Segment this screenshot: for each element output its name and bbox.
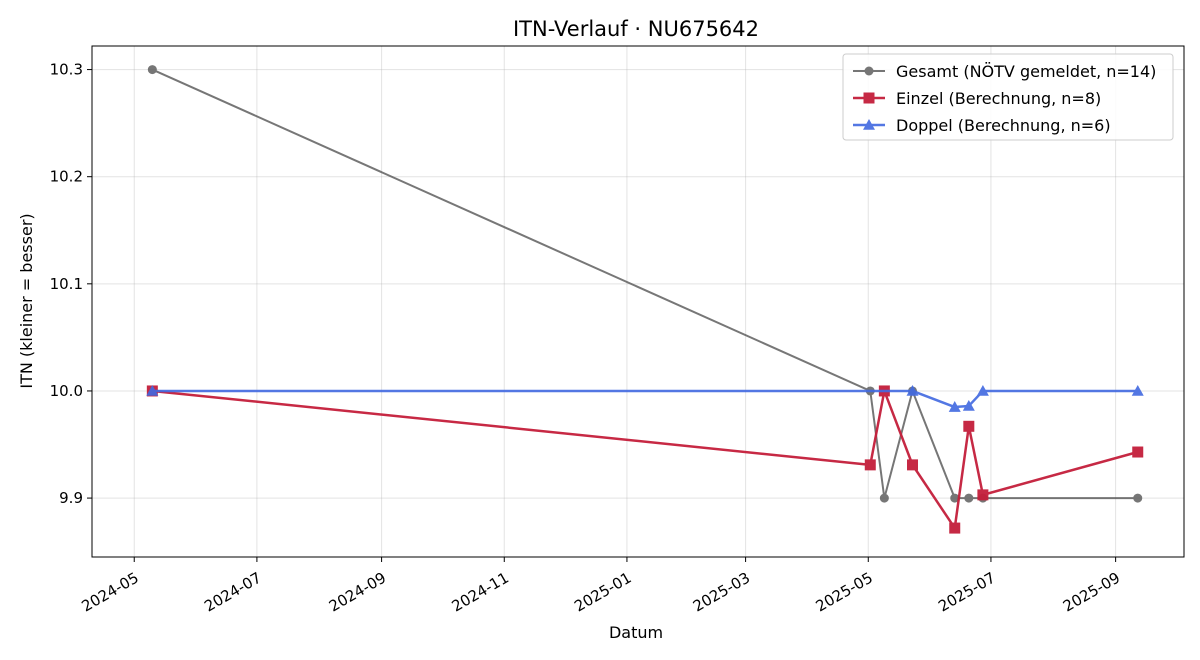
plot-frame — [91, 45, 1185, 558]
legend-label: Doppel (Berechnung, n=6) — [896, 116, 1111, 135]
y-tick-label: 10.2 — [50, 168, 83, 186]
chart-title: ITN-Verlauf · NU675642 — [513, 17, 759, 41]
data-point — [1131, 384, 1144, 396]
data-point — [977, 489, 989, 501]
x-tick-label: 2025-03 — [690, 569, 753, 616]
series-1 — [146, 385, 1144, 534]
x-tick-label: 2024-11 — [449, 569, 512, 616]
legend-marker — [863, 119, 875, 130]
legend-marker — [864, 66, 874, 76]
legend-label: Gesamt (NÖTV gemeldet, n=14) — [896, 62, 1156, 81]
data-point — [948, 401, 961, 412]
x-axis: 2024-05 2024-07 2024-09 2024-11 2025-01 2025-… — [79, 557, 1123, 616]
data-point — [146, 384, 159, 396]
x-tick-label: 2025-01 — [571, 569, 634, 616]
y-tick-label: 9.9 — [59, 489, 83, 507]
legend-label: Einzel (Berechnung, n=8) — [896, 89, 1101, 108]
data-point — [907, 459, 919, 471]
data-point — [879, 493, 889, 503]
legend-box — [842, 53, 1174, 141]
series-line — [152, 389, 1138, 409]
data-point — [1133, 493, 1143, 503]
legend-item — [853, 92, 885, 104]
x-tick-label: 2025-05 — [813, 569, 876, 616]
data-point — [976, 384, 989, 396]
data-point — [147, 65, 157, 75]
legend-item — [853, 66, 885, 76]
data-point — [950, 493, 960, 503]
series-line — [152, 389, 1139, 530]
x-tick-label: 2024-09 — [326, 569, 389, 616]
y-axis: 9.9 10.0 10.1 10.2 10.3 — [50, 61, 92, 507]
data-point — [962, 399, 975, 411]
y-tick-label: 10.0 — [50, 382, 83, 400]
data-point — [906, 384, 919, 396]
data-point — [964, 493, 974, 503]
data-point — [963, 420, 975, 432]
legend-marker — [863, 92, 875, 104]
series-layer — [146, 65, 1144, 534]
legend-item — [853, 119, 885, 130]
y-tick-label: 10.3 — [50, 61, 83, 79]
data-point — [949, 522, 961, 534]
y-tick-label: 10.1 — [50, 275, 83, 293]
x-tick-label: 2024-05 — [79, 569, 142, 616]
series-2 — [146, 384, 1144, 412]
x-tick-label: 2024-07 — [201, 569, 264, 616]
x-tick-label: 2025-07 — [935, 569, 998, 616]
data-point — [1132, 446, 1144, 458]
legend: Gesamt (NÖTV gemeldet, n=14) Einzel (Bere… — [842, 53, 1174, 141]
data-point — [864, 459, 876, 471]
x-tick-label: 2025-09 — [1060, 569, 1123, 616]
x-axis-label: Datum — [609, 623, 663, 642]
y-axis-label: ITN (kleiner = besser) — [17, 213, 36, 388]
